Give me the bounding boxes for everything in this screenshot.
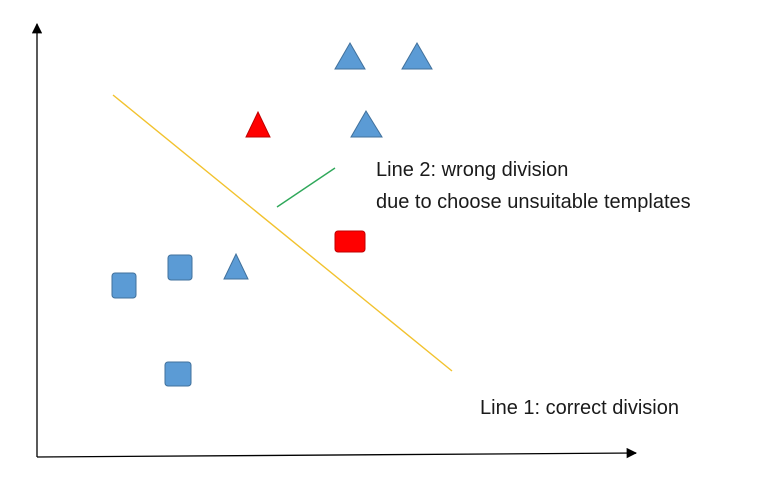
blue-square-marker — [164, 361, 192, 387]
line2-label-reason: due to choose unsuitable templates — [376, 191, 691, 213]
line2-label-title: Line 2: wrong division — [376, 159, 569, 181]
x-axis — [36, 447, 638, 459]
blue-triangle-marker — [401, 41, 433, 70]
red-square-marker — [334, 230, 366, 253]
line2-wrong-division — [276, 167, 336, 208]
blue-square-marker — [111, 272, 137, 299]
blue-triangle-marker — [334, 41, 366, 70]
blue-square-marker — [167, 254, 193, 281]
line1-label: Line 1: correct division — [480, 397, 679, 419]
blue-triangle-marker — [223, 252, 249, 280]
red-triangle-marker — [245, 110, 271, 138]
line1-correct-division — [112, 94, 453, 372]
blue-triangle-marker — [350, 110, 383, 138]
